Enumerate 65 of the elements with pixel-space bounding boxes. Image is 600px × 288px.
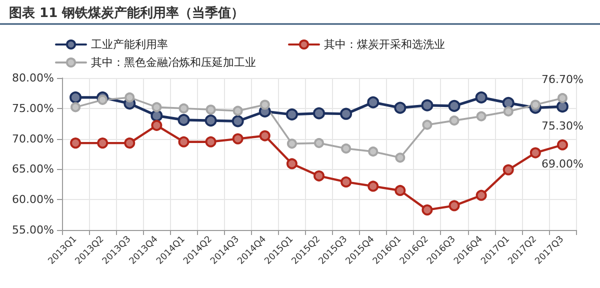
point [394,184,406,196]
point [395,152,406,163]
point [421,99,434,112]
point [313,107,325,120]
point [206,104,216,115]
data-label: 75.30% [541,120,584,133]
point [124,92,135,102]
point [314,170,324,182]
point [557,93,568,104]
point [97,138,108,149]
point [556,139,568,150]
point [341,144,352,154]
chart-title: 图表 11 钢铁煤炭产能利用率（当季值） [9,5,244,21]
point [205,136,216,148]
y-tick-label: 65.00% [12,162,54,176]
point [286,158,298,170]
point [530,147,541,158]
y-tick-label: 80.00% [12,72,54,84]
point [152,102,162,112]
point [314,138,324,148]
point [232,106,243,116]
point [151,120,162,131]
point [368,146,378,157]
data-label: 69.00% [541,157,584,170]
point [448,200,460,212]
point [367,96,380,108]
point [232,133,244,144]
point [475,91,488,104]
point [502,96,514,109]
y-tick-label: 55.00% [12,224,54,236]
point [232,115,244,128]
point [368,180,379,192]
point [503,106,514,116]
y-tick-label: 60.00% [12,193,54,206]
point [502,164,514,176]
legend-label: 其中：煤炭开采和选洗业 [324,38,445,51]
point [70,138,82,149]
point [530,100,540,110]
point [286,138,297,149]
point [178,114,190,126]
point [98,94,108,105]
point [260,100,270,110]
point [70,91,82,104]
y-tick-label: 70.00% [12,132,54,146]
point [178,136,190,148]
point [556,100,568,113]
point [476,111,486,122]
point [259,130,270,142]
point [422,120,432,130]
point [340,108,352,120]
point [204,114,217,127]
point [449,116,460,126]
data-label: 76.70% [541,73,584,86]
point [476,190,487,201]
point [448,100,460,112]
point [286,108,298,120]
point [394,102,406,114]
point [70,102,81,112]
y-tick-label: 75.00% [12,102,54,115]
legend-label: 工业产能利用率 [91,38,168,51]
point [422,204,433,216]
point [178,103,189,114]
legend-label: 其中：黑色金融冶炼和压延加工业 [91,56,256,69]
point [124,138,136,149]
point [340,176,352,188]
